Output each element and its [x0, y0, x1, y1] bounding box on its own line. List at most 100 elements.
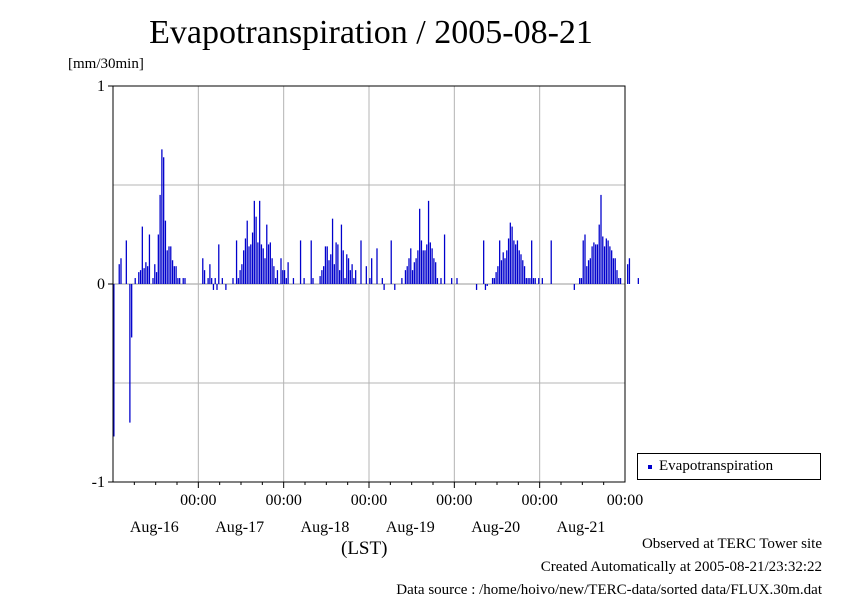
- bar: [145, 262, 147, 284]
- bar: [431, 248, 433, 284]
- bar: [422, 250, 424, 284]
- y-tick-label: -1: [92, 474, 105, 491]
- bar: [157, 234, 159, 284]
- bar: [609, 246, 611, 284]
- bar: [139, 270, 142, 284]
- bar: [241, 264, 243, 284]
- bar: [504, 258, 506, 284]
- bar: [280, 258, 282, 284]
- legend-swatch-icon: [648, 465, 652, 469]
- bar: [376, 248, 378, 284]
- bar: [337, 244, 339, 284]
- bar: [506, 250, 508, 284]
- bar: [520, 254, 522, 284]
- bar: [232, 278, 234, 284]
- legend: Evapotranspiration: [637, 453, 821, 480]
- bar: [214, 278, 216, 284]
- bar: [285, 278, 287, 284]
- bar: [440, 278, 442, 284]
- bar: [584, 234, 586, 284]
- bar: [511, 226, 513, 284]
- bar: [500, 260, 503, 284]
- bar: [587, 260, 590, 284]
- bar: [138, 272, 140, 284]
- bar: [271, 258, 273, 284]
- bar: [582, 240, 584, 284]
- bar: [534, 278, 536, 284]
- chart-title: Evapotranspiration / 2005-08-21: [149, 14, 593, 51]
- bar: [413, 262, 415, 284]
- bar: [443, 234, 446, 284]
- bar: [541, 278, 543, 284]
- bar: [513, 240, 515, 284]
- bar: [282, 270, 284, 284]
- bar: [118, 264, 120, 284]
- bar: [182, 278, 184, 284]
- bar: [394, 284, 396, 290]
- bar: [335, 242, 337, 284]
- x-tick-time-label: 00:00: [607, 492, 643, 509]
- bar: [381, 278, 383, 284]
- x-tick-date-label: Aug-18: [301, 519, 350, 536]
- bar: [349, 270, 351, 284]
- bar: [164, 220, 167, 284]
- bar: [331, 218, 334, 284]
- tick-marks: [108, 85, 605, 488]
- bar: [276, 270, 279, 284]
- bar: [522, 260, 524, 284]
- bar: [614, 258, 616, 284]
- bar: [493, 278, 495, 284]
- bar: [603, 246, 606, 284]
- bar: [369, 278, 371, 284]
- bar: [417, 250, 419, 284]
- bar: [518, 250, 520, 284]
- grid: [113, 86, 626, 482]
- bar: [347, 258, 350, 284]
- bar: [598, 224, 600, 284]
- bar: [484, 284, 487, 290]
- bar: [251, 232, 254, 284]
- bar: [596, 244, 599, 284]
- bar: [248, 246, 250, 284]
- bar: [120, 258, 122, 284]
- x-tick-date-label: Aug-16: [130, 519, 179, 536]
- bar: [580, 278, 583, 284]
- bar: [360, 240, 362, 284]
- bar: [175, 266, 177, 284]
- bar: [433, 258, 435, 284]
- bar: [408, 258, 410, 284]
- bar: [166, 250, 168, 284]
- bar: [292, 278, 295, 284]
- bar: [259, 200, 261, 284]
- x-tick-date-label: Aug-19: [386, 519, 435, 536]
- bar: [410, 248, 412, 284]
- bar: [177, 278, 179, 284]
- x-tick-time-label: 00:00: [436, 492, 472, 509]
- bar: [404, 270, 407, 284]
- bar: [321, 270, 323, 284]
- bar: [507, 238, 510, 284]
- bar: [239, 270, 241, 284]
- axis-labels: 10-100:00Aug-1600:00Aug-1700:00Aug-1800:…: [92, 78, 644, 536]
- bar: [333, 264, 335, 284]
- bar: [262, 248, 264, 284]
- bar: [287, 262, 289, 284]
- bar: [218, 244, 220, 284]
- bar: [426, 244, 428, 284]
- bar: [435, 262, 437, 284]
- bar: [401, 278, 403, 284]
- bar: [244, 238, 247, 284]
- bar: [529, 278, 531, 284]
- bar: [168, 246, 170, 284]
- bar: [340, 224, 343, 284]
- bar: [491, 278, 494, 284]
- bar: [550, 240, 552, 284]
- bar: [602, 236, 604, 284]
- bar: [283, 270, 286, 284]
- bar: [131, 284, 133, 338]
- bar: [527, 278, 529, 284]
- y-tick-label: 0: [97, 276, 105, 293]
- bar: [616, 270, 618, 284]
- bar: [502, 252, 504, 284]
